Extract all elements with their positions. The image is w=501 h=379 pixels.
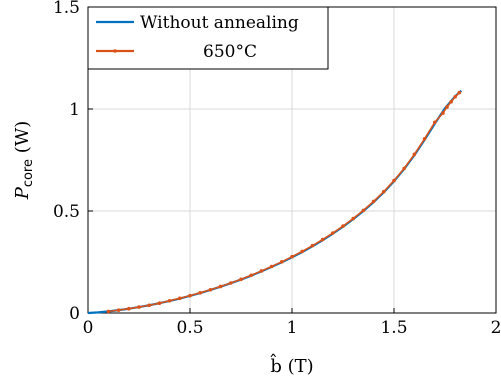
y-axis-label-sub: core (21, 159, 36, 187)
legend-label-without-annealing: Without annealing (140, 13, 299, 33)
data-point (310, 243, 315, 248)
data-point (269, 264, 274, 269)
data-point (371, 199, 376, 204)
data-point (341, 224, 345, 228)
data-point (178, 296, 182, 301)
data-point (351, 216, 356, 221)
data-point (402, 166, 407, 171)
x-tick-label: 1 (287, 318, 298, 338)
data-point (157, 301, 162, 306)
x-axis-label: b̂ (T) (270, 352, 314, 377)
data-point (137, 305, 141, 309)
y-tick-label: 1.5 (53, 0, 80, 18)
y-axis-label: Pcore (W) (12, 121, 36, 201)
data-point (239, 277, 243, 282)
legend-label-650c: 650°C (203, 42, 257, 62)
axis-ticks: 0 0.5 1 1.5 2 0 0.5 1 1.5 (53, 0, 501, 338)
data-point (259, 269, 264, 273)
y-axis-label-unit: (W) (12, 121, 33, 159)
data-point (198, 291, 202, 295)
legend-box (87, 6, 329, 70)
data-point (433, 120, 437, 125)
y-axis-label-main: P (12, 186, 33, 200)
data-point (300, 249, 305, 254)
data-point (361, 208, 366, 213)
data-point (229, 281, 233, 285)
data-point (441, 111, 445, 115)
x-tick-label: 2 (491, 318, 501, 338)
y-tick-label: 0 (69, 304, 80, 324)
data-point (412, 152, 417, 157)
data-point (208, 287, 213, 292)
data-point (320, 237, 325, 242)
series-line-0 (87, 89, 463, 315)
legend-marker-650c (113, 49, 117, 53)
data-point (449, 100, 453, 104)
x-axis-label-text: b̂ (T) (270, 352, 314, 377)
data-point (280, 259, 284, 264)
data-point (445, 105, 449, 109)
data-series (87, 89, 463, 315)
data-point (331, 231, 335, 235)
data-point (218, 284, 223, 289)
data-point (392, 178, 396, 183)
data-point (127, 306, 131, 311)
x-tick-label: 1.5 (380, 318, 407, 338)
data-point (249, 273, 253, 278)
data-point (147, 303, 151, 308)
data-point (106, 309, 111, 314)
y-tick-label: 0.5 (53, 202, 80, 222)
x-tick-label: 0.5 (176, 318, 203, 338)
data-point (290, 254, 294, 259)
data-point (167, 298, 172, 303)
data-point (382, 189, 386, 194)
data-point (453, 94, 458, 99)
data-point (188, 293, 192, 298)
data-point (116, 308, 121, 312)
data-point (457, 90, 462, 95)
legend: Without annealing 650°C (87, 6, 329, 70)
data-point (422, 136, 427, 141)
series-line-1 (108, 92, 460, 313)
y-tick-label: 1 (69, 100, 80, 120)
x-tick-label: 0 (83, 318, 94, 338)
